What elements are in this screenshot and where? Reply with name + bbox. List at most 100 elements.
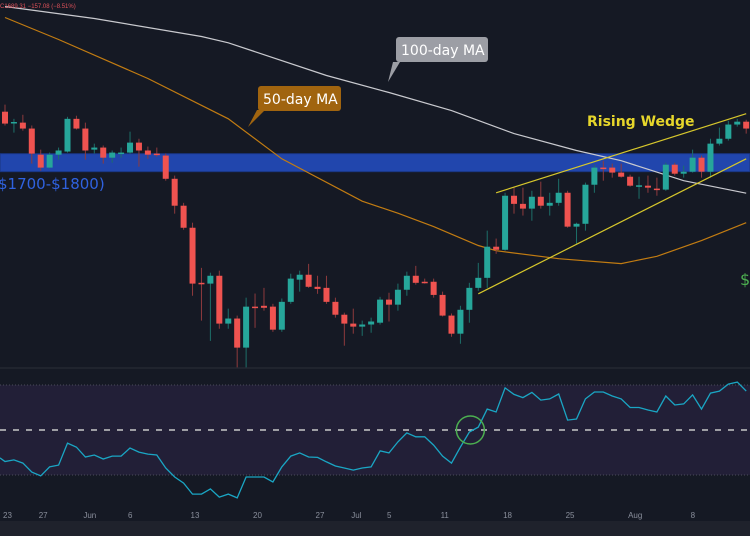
candle-body [636, 185, 643, 187]
candle [287, 273, 294, 304]
candle [82, 122, 89, 160]
candle-body [109, 152, 116, 158]
moving-averages [4, 5, 747, 265]
candle-body [82, 128, 89, 151]
candle-body [457, 309, 464, 334]
candle-body [91, 147, 98, 150]
candle [55, 147, 62, 160]
candle [46, 152, 53, 169]
candle [189, 222, 196, 296]
candle-body [73, 118, 80, 129]
candle [73, 115, 80, 130]
candle [475, 262, 482, 291]
candle-body [627, 176, 634, 186]
candle-body [359, 324, 366, 327]
candle [153, 147, 160, 157]
candle-body [385, 299, 392, 305]
candle-body [305, 274, 312, 287]
rsi-crossover-circle [455, 415, 486, 445]
x-tick-label: 8 [691, 511, 696, 520]
candle-body [698, 157, 705, 172]
candle-body [243, 306, 250, 348]
candle-body [564, 192, 571, 227]
candle [162, 153, 169, 181]
candle-body [502, 195, 509, 250]
candle-body [323, 287, 330, 302]
candle [546, 192, 553, 216]
candle-body [189, 227, 196, 284]
candle-body [680, 171, 687, 174]
candle [573, 222, 580, 244]
candle [314, 275, 321, 294]
candle-body [252, 306, 259, 309]
bottom-strip [0, 521, 750, 536]
x-tick-label: 27 [316, 511, 325, 520]
candle [555, 178, 562, 206]
candle [734, 118, 741, 127]
candle-body [528, 196, 535, 209]
candle-body [662, 164, 669, 190]
candle [296, 270, 303, 292]
candle [118, 147, 125, 158]
candle-body [234, 318, 241, 348]
candle [707, 138, 714, 178]
candle [323, 275, 330, 304]
x-tick-label: 13 [191, 511, 200, 520]
candle-body [162, 155, 169, 179]
candle-body [2, 111, 8, 124]
candle-body [19, 122, 26, 129]
candle [28, 125, 35, 164]
candle-body [127, 142, 134, 153]
candle [457, 305, 464, 344]
rsi-line [0, 381, 747, 499]
candle [278, 298, 285, 332]
candle-body [296, 274, 303, 280]
candle [225, 308, 232, 329]
ohlc-readout: C1689.31 −157.08 (−8.51%) [0, 4, 76, 10]
candle [403, 271, 410, 296]
x-tick-label: 23 [3, 511, 12, 520]
candle [627, 174, 634, 187]
candle [439, 291, 446, 317]
candle-body [287, 278, 294, 302]
candle [350, 308, 357, 334]
candle-body [716, 138, 723, 144]
candle-body [28, 128, 35, 154]
candle [448, 313, 455, 337]
candle-body [278, 301, 285, 330]
candle-body [734, 121, 741, 125]
candle [368, 317, 375, 333]
candle [412, 265, 419, 285]
candle [234, 315, 241, 368]
x-tick-label: Aug [628, 511, 642, 520]
x-tick-label: 20 [253, 511, 262, 520]
ma100-line [4, 5, 747, 194]
candle-body [394, 289, 401, 305]
zone-label: $1700-$1800) [0, 175, 105, 193]
candle-body [269, 306, 276, 330]
candle-body [10, 121, 17, 124]
candle [207, 272, 214, 341]
x-tick-label: 6 [128, 511, 133, 520]
candle [19, 114, 26, 131]
candle [305, 263, 312, 288]
x-tick-label: Jul [351, 511, 361, 520]
candle-body [644, 185, 651, 188]
candle [100, 145, 107, 164]
dollar-label: $ [740, 270, 750, 289]
rising-wedge-label: Rising Wedge [587, 114, 695, 130]
candle [591, 164, 598, 193]
candle-body [591, 167, 598, 185]
candle-body [37, 154, 44, 168]
candle [2, 104, 8, 126]
candle [198, 267, 205, 321]
candle-body [216, 275, 223, 324]
candle [466, 282, 473, 323]
x-tick-label: 11 [441, 511, 450, 520]
candle-body [46, 154, 53, 168]
candle-body [350, 323, 357, 327]
candle-body [671, 164, 678, 174]
candle-body [537, 196, 544, 206]
candle-body [618, 172, 625, 177]
